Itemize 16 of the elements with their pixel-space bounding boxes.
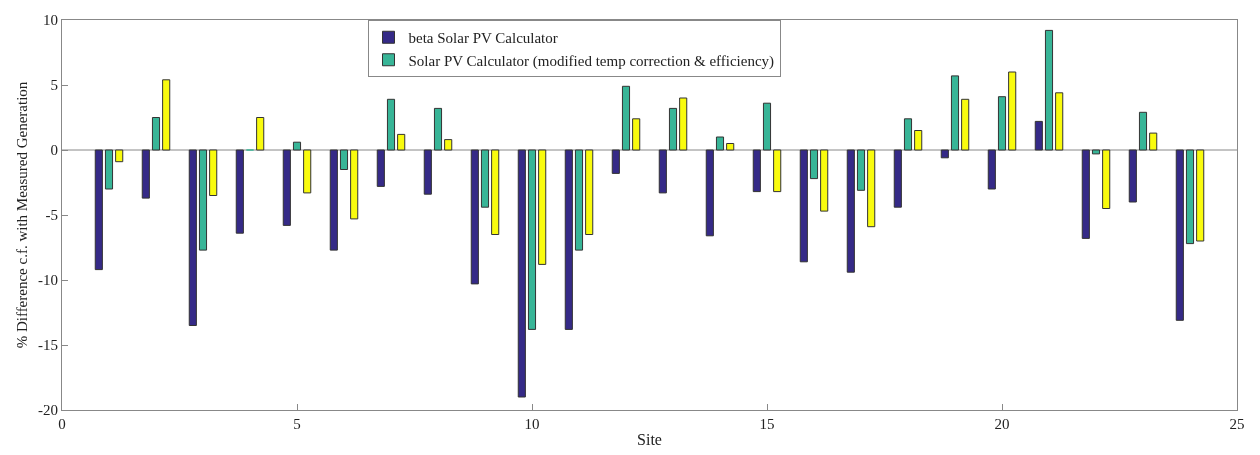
y-axis-title: % Difference c.f. with Measured Generation xyxy=(14,81,31,349)
y-tick-label: 0 xyxy=(50,142,58,159)
x-tick-label: 5 xyxy=(293,416,301,432)
y-tick-label: -5 xyxy=(45,207,58,224)
y-tick-label: -15 xyxy=(38,337,58,354)
x-tick-label: 10 xyxy=(524,416,540,432)
y-tick-label: -10 xyxy=(38,272,58,289)
y-tick-label: 10 xyxy=(43,12,58,29)
legend-label: Solar PV Calculator (modified temp correction & efficiency) xyxy=(408,52,775,70)
y-tick-label: -20 xyxy=(38,402,58,419)
x-tick-label: 15 xyxy=(759,416,775,432)
x-axis-title: Site xyxy=(637,430,662,448)
y-tick-label: 5 xyxy=(50,77,58,94)
x-tick-label: 20 xyxy=(994,416,1010,432)
legend-label: beta Solar PV Calculator xyxy=(408,30,558,47)
x-tick-label: 25 xyxy=(1229,416,1245,432)
